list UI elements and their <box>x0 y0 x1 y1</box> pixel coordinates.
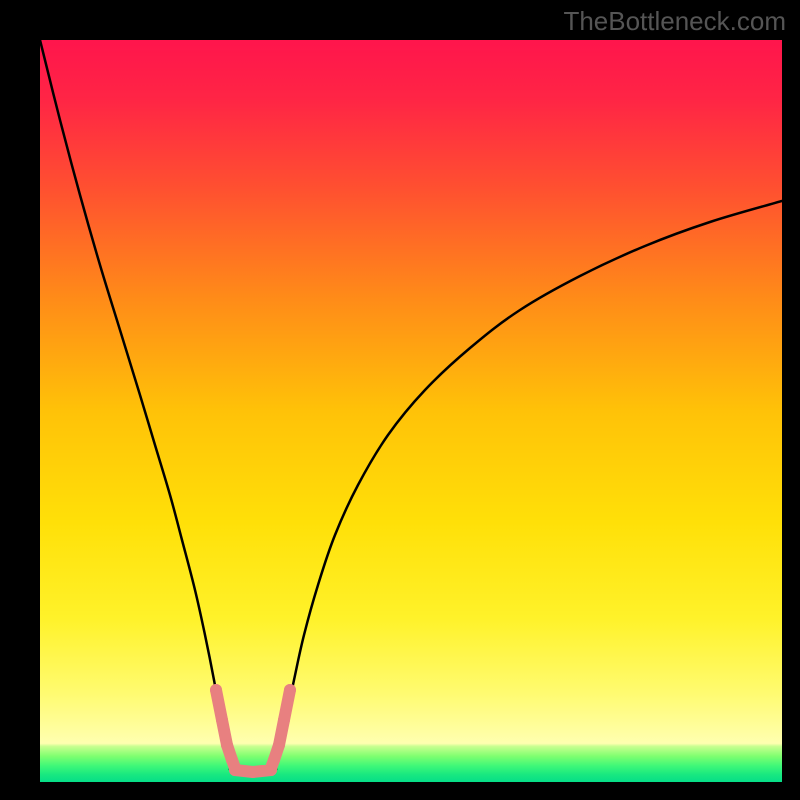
valley-highlight-dot <box>216 714 228 726</box>
bottleneck-curve <box>40 40 782 772</box>
valley-highlight-dot <box>210 684 222 696</box>
valley-highlight-dot <box>247 766 259 778</box>
valley-highlight-dot <box>268 754 280 766</box>
valley-highlight-dot <box>229 764 241 776</box>
valley-highlight-dot <box>221 739 233 751</box>
valley-highlight-dot <box>273 739 285 751</box>
curve-overlay <box>40 40 782 782</box>
plot-area <box>40 40 782 782</box>
canvas: TheBottleneck.com <box>0 0 800 800</box>
valley-highlight-dot <box>284 684 296 696</box>
valley-highlight-dot <box>278 714 290 726</box>
watermark-text: TheBottleneck.com <box>563 6 786 37</box>
